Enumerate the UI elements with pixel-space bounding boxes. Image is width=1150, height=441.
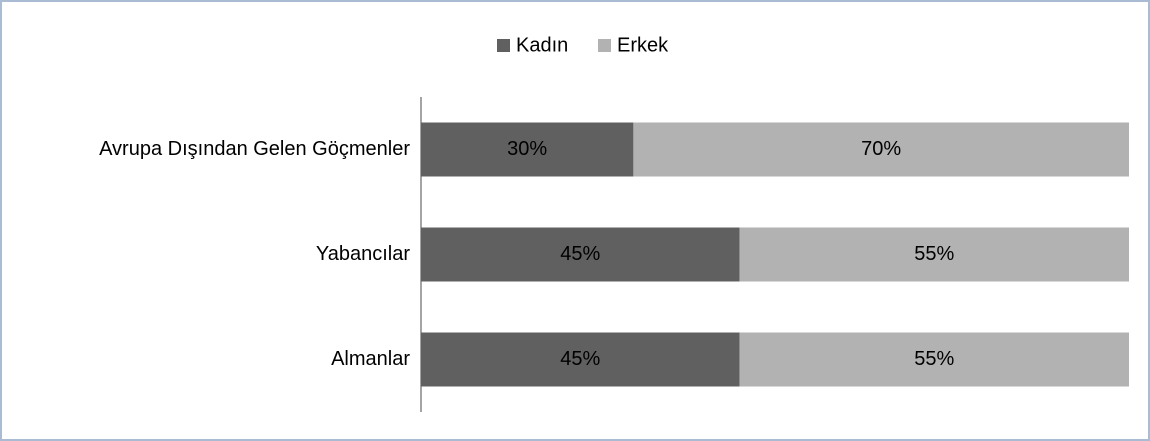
bar-segment <box>633 122 1129 177</box>
y-tick-label: Yabancılar <box>316 243 410 265</box>
data-label: 55% <box>914 348 954 370</box>
bar-segment <box>421 332 740 387</box>
bar-segment <box>739 332 1129 387</box>
legend-label: Erkek <box>617 34 669 56</box>
data-label: 45% <box>560 348 600 370</box>
data-label: 70% <box>861 138 901 160</box>
legend-swatch <box>497 39 510 52</box>
bar-segment <box>421 122 634 177</box>
bar-segment <box>421 227 740 282</box>
y-tick-label: Almanlar <box>331 348 410 370</box>
data-label: 45% <box>560 243 600 265</box>
bar-segment <box>739 227 1129 282</box>
data-label: 30% <box>507 138 547 160</box>
legend-label: Kadın <box>516 34 568 56</box>
y-tick-label: Avrupa Dışından Gelen Göçmenler <box>99 138 410 160</box>
data-label: 55% <box>914 243 954 265</box>
legend-swatch <box>598 39 611 52</box>
